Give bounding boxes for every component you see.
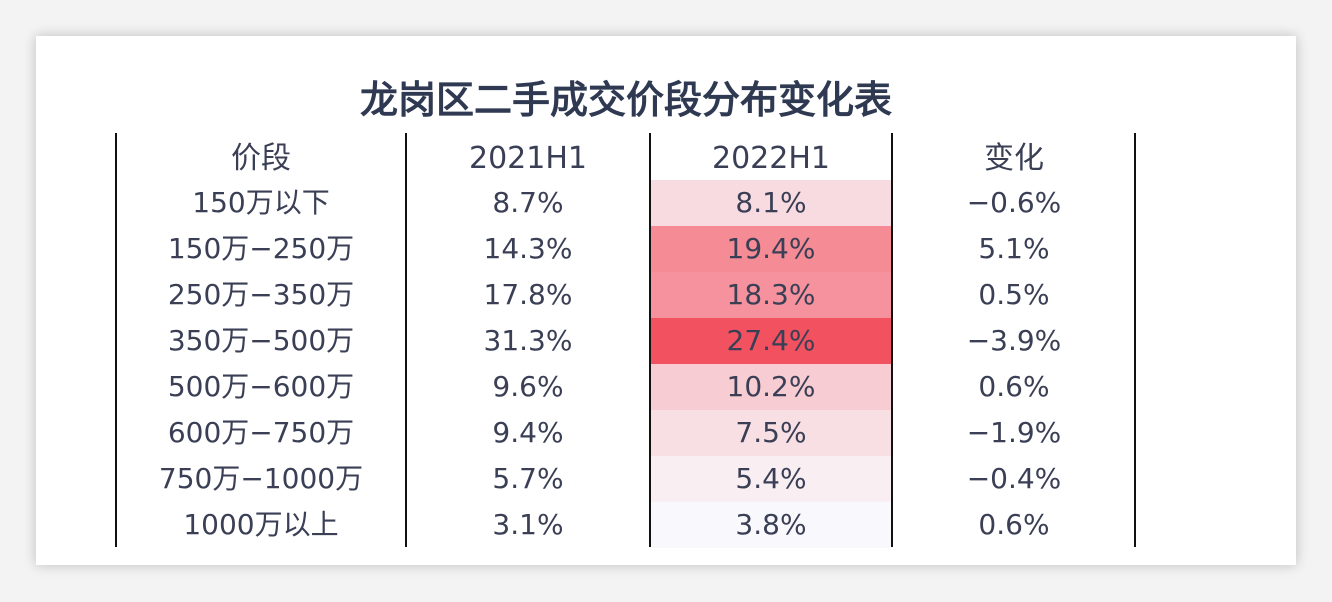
change-cell: −3.9% — [966, 324, 1062, 357]
change-cell: 0.5% — [978, 278, 1050, 311]
segment-cell: 750万−1000万 — [158, 462, 364, 495]
change-cell: −0.6% — [966, 186, 1062, 219]
segment-cell: 600万−750万 — [167, 416, 355, 449]
value-2022h1-cell: 3.8% — [650, 502, 892, 548]
change-cell: −1.9% — [966, 416, 1062, 449]
segment-cell: 150万−250万 — [167, 232, 355, 265]
header-change: 变化 — [984, 141, 1044, 176]
value-2022h1-cell: 18.3% — [650, 272, 892, 318]
value-2022h1-cell: 19.4% — [650, 226, 892, 272]
value-2022h1-cell: 8.1% — [650, 180, 892, 226]
column-divider — [115, 133, 117, 547]
header-2022h1: 2022H1 — [712, 141, 830, 176]
change-cell: 0.6% — [978, 508, 1050, 541]
column-divider — [405, 133, 407, 547]
column-divider — [891, 133, 893, 547]
value-2022h1-cell: 27.4% — [650, 318, 892, 364]
value-2021h1-cell: 17.8% — [483, 278, 573, 311]
segment-cell: 150万以下 — [192, 186, 330, 219]
column-divider — [1134, 133, 1136, 547]
segment-cell: 500万−600万 — [167, 370, 355, 403]
segment-cell: 250万−350万 — [167, 278, 355, 311]
value-2021h1-cell: 9.6% — [492, 370, 564, 403]
segment-cell: 350万−500万 — [167, 324, 355, 357]
change-cell: −0.4% — [966, 462, 1062, 495]
value-2021h1-cell: 5.7% — [492, 462, 564, 495]
value-2022h1-cell: 7.5% — [650, 410, 892, 456]
change-cell: 5.1% — [978, 232, 1050, 265]
value-2022h1-cell: 5.4% — [650, 456, 892, 502]
value-2021h1-cell: 31.3% — [483, 324, 573, 357]
header-segment: 价段 — [231, 141, 291, 176]
table-title: 龙岗区二手成交价段分布变化表 — [359, 78, 892, 122]
change-cell: 0.6% — [978, 370, 1050, 403]
column-divider — [649, 133, 651, 547]
segment-cell: 1000万以上 — [183, 508, 339, 541]
value-2021h1-cell: 14.3% — [483, 232, 573, 265]
value-2021h1-cell: 9.4% — [492, 416, 564, 449]
header-2021h1: 2021H1 — [469, 141, 587, 176]
value-2021h1-cell: 8.7% — [492, 186, 564, 219]
value-2022h1-cell: 10.2% — [650, 364, 892, 410]
value-2021h1-cell: 3.1% — [492, 508, 564, 541]
table-card: 龙岗区二手成交价段分布变化表 价段 2021H1 2022H1 变化 150万以… — [36, 36, 1296, 565]
